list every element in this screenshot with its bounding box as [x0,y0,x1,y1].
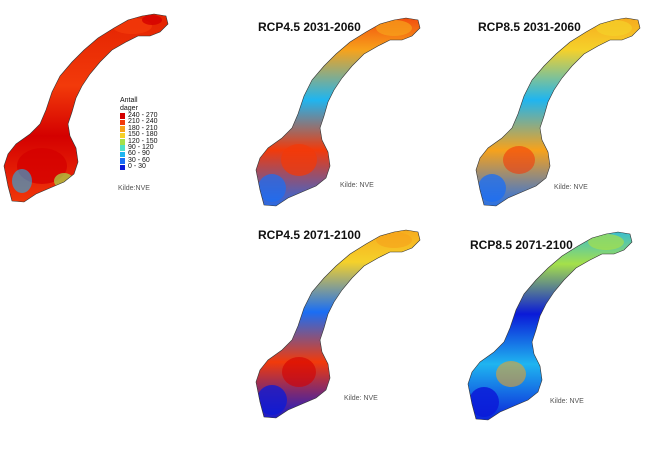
legend-swatch [120,145,125,151]
panel-title: RCP8.5 2031-2060 [478,20,581,34]
norway-map-rcp85-2031 [475,17,641,207]
panel-title: RCP4.5 2031-2060 [258,20,361,34]
legend-swatch [120,113,125,119]
legend-label: 210 - 240 [128,118,158,126]
norway-map-rcp45-2031 [255,17,421,207]
legend-swatch [120,119,125,126]
norway-map-baseline [3,13,169,203]
legend-label: 90 - 120 [128,143,154,151]
source-label: Kilde: NVE [550,398,584,405]
norway-map-rcp85-2071 [467,231,633,421]
source-label: Kilde: NVE [340,182,374,189]
legend-item: 240 - 270 [120,112,158,119]
legend-label: 180 - 210 [128,124,158,132]
legend-label: 120 - 150 [128,137,158,145]
map-panel-rcp45-2071: RCP4.5 2071-2100 Kilde: NVE [244,220,444,430]
map-legend: Antall dager 240 - 270 210 - 240 180 - 2… [120,97,158,171]
legend-item: 210 - 240 [120,118,158,126]
legend-item: 90 - 120 [120,143,158,151]
legend-label: 60 - 90 [128,150,150,158]
legend-item: 150 - 180 [120,131,158,139]
legend-item: 0 - 30 [120,163,158,171]
legend-title-line1: Antall [120,97,138,104]
legend-swatch [120,164,125,171]
legend-item: 30 - 60 [120,156,158,164]
norway-map-rcp45-2071 [255,229,421,419]
legend-title-line2: dager [120,105,138,112]
legend-label: 240 - 270 [128,112,158,119]
source-label: Kilde: NVE [344,395,378,402]
source-label: Kilde: NVE [554,184,588,191]
legend-label: 30 - 60 [128,156,150,164]
legend-item: 120 - 150 [120,137,158,145]
map-panel-rcp85-2031: RCP8.5 2031-2060 Kilde: NVE [470,0,660,210]
map-panel-rcp85-2071: RCP8.5 2071-2100 Kilde: NVE [460,220,660,430]
map-panel-rcp45-2031: RCP4.5 2031-2060 Kilde: NVE [244,0,444,210]
legend-swatch [120,151,125,158]
source-label: Kilde:NVE [118,185,150,192]
legend-swatch [120,132,125,139]
map-panel-baseline: Kilde:NVE [0,0,240,210]
panel-title: RCP8.5 2071-2100 [470,238,573,252]
legend-swatch [120,138,125,145]
legend-label: 0 - 30 [128,163,146,171]
legend-swatch [120,158,125,164]
legend-label: 150 - 180 [128,131,158,139]
panel-title: RCP4.5 2071-2100 [258,228,361,242]
legend-swatch [120,126,125,132]
legend-item: 60 - 90 [120,150,158,158]
legend-item: 180 - 210 [120,124,158,132]
